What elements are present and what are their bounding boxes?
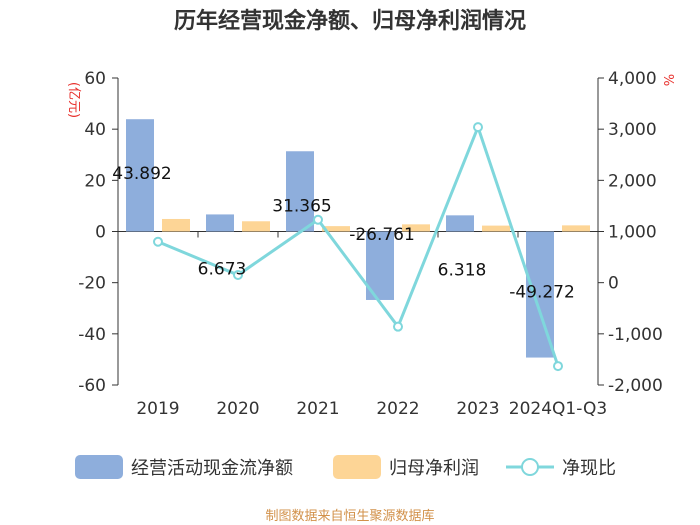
net-profit-bar: [562, 225, 590, 232]
right-tick-label: 2,000: [608, 171, 657, 191]
left-axis-unit: (亿元): [66, 82, 81, 118]
cashflow-data-label: 6.673: [198, 259, 247, 279]
cashflow-bar: [446, 215, 474, 232]
right-tick-label: 4,000: [608, 69, 657, 89]
x-tick-label: 2024Q1-Q3: [509, 399, 607, 419]
legend-label-ratio: 净现比: [562, 458, 616, 479]
net-profit-bar: [402, 224, 430, 232]
axes: 60 40 20 0 -20 -40 -60 4,000 3,000 2,000 1,000 0 -1,…: [66, 69, 675, 419]
left-tick-label: -60: [78, 376, 106, 396]
left-tick-label: 60: [84, 69, 106, 89]
net-profit-bar: [322, 226, 350, 232]
x-tick-label: 2022: [376, 399, 419, 419]
cashflow-data-label: -49.272: [509, 283, 575, 303]
chart-title: 历年经营现金净额、归母净利润情况: [174, 8, 526, 34]
cashflow-bar: [206, 214, 234, 232]
ratio-line: [153, 122, 563, 372]
left-tick-label: 40: [84, 120, 106, 140]
x-tick-label: 2023: [456, 399, 499, 419]
ratio-point: [153, 236, 163, 247]
net-profit-bar: [162, 218, 190, 232]
legend-marker-ratio: [521, 458, 539, 476]
legend-label-cashflow: 经营活动现金流净额: [131, 458, 293, 479]
net-profit-bar: [242, 221, 270, 232]
left-tick-label: 20: [84, 171, 106, 191]
net-profit-bar: [482, 225, 510, 232]
x-tick-label: 2019: [136, 399, 179, 419]
cashflow-bar: [286, 151, 314, 232]
legend: 经营活动现金流净额 归母净利润 净现比: [75, 455, 616, 479]
x-tick-label: 2021: [296, 399, 339, 419]
ratio-point: [233, 269, 243, 280]
source-note: 制图数据来自恒生聚源数据库: [265, 508, 434, 524]
cashflow-bar: [126, 119, 154, 232]
legend-swatch-cashflow: [75, 455, 123, 479]
legend-label-net-profit: 归母净利润: [389, 458, 479, 479]
left-tick-label: -40: [78, 325, 106, 345]
ratio-point: [393, 321, 403, 332]
x-tick-label: 2020: [216, 399, 259, 419]
cashflow-data-label: 43.892: [112, 164, 171, 184]
cashflow-data-label: -26.761: [349, 225, 415, 245]
ratio-point: [473, 122, 483, 133]
left-tick-label: -20: [78, 274, 106, 294]
ratio-point: [553, 361, 563, 372]
legend-swatch-net-profit: [333, 455, 381, 479]
right-tick-label: -2,000: [608, 376, 663, 396]
right-tick-label: -1,000: [608, 325, 663, 345]
cashflow-data-label: 6.318: [438, 260, 487, 280]
ratio-line-path: [157, 122, 560, 367]
right-axis-unit: %: [660, 74, 675, 86]
left-tick-label: 0: [95, 223, 106, 243]
bars: [126, 119, 590, 358]
right-tick-label: 0: [608, 274, 619, 294]
ratio-point: [313, 214, 323, 225]
right-tick-label: 1,000: [608, 223, 657, 243]
data-labels: 43.892 6.673 31.365 -26.761 6.318 -49.272: [112, 164, 575, 302]
cashflow-data-label: 31.365: [272, 196, 331, 216]
right-tick-label: 3,000: [608, 120, 657, 140]
